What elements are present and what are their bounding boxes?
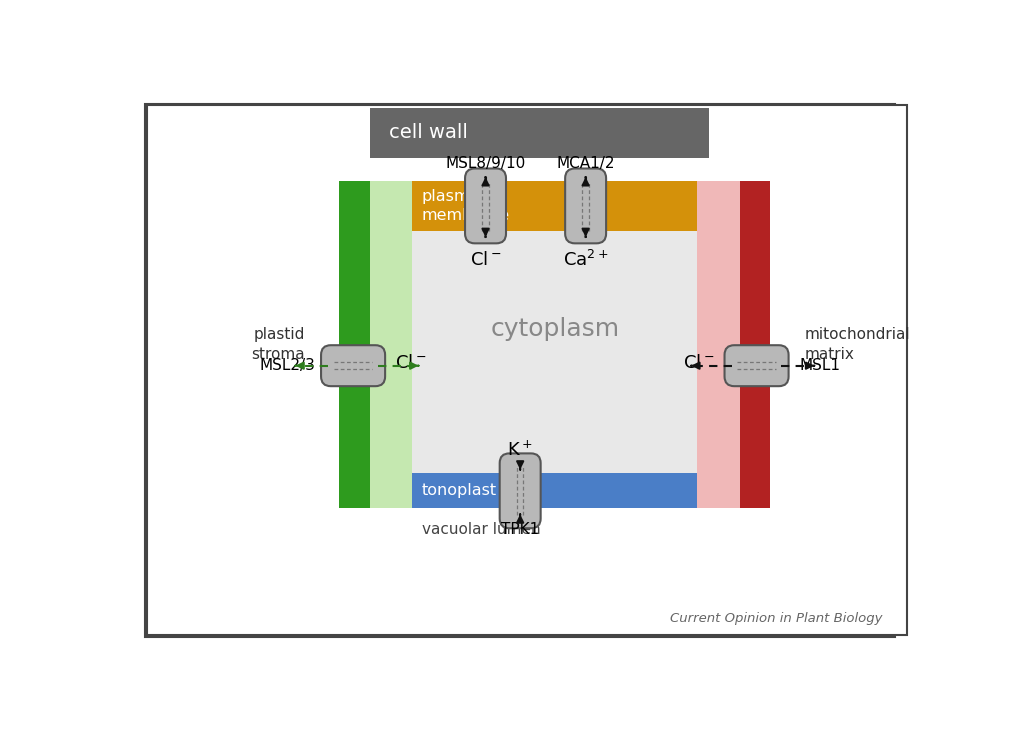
Bar <box>339 181 370 508</box>
FancyBboxPatch shape <box>465 168 506 243</box>
Text: vacuolar lumen: vacuolar lumen <box>421 522 541 537</box>
Bar <box>370 181 412 508</box>
Text: tonoplast: tonoplast <box>421 483 496 499</box>
Bar <box>740 181 770 508</box>
Text: mitochondrial
matrix: mitochondrial matrix <box>805 327 911 362</box>
Text: MCA1/2: MCA1/2 <box>556 156 615 172</box>
Text: K$^+$: K$^+$ <box>508 441 533 460</box>
FancyBboxPatch shape <box>565 168 606 243</box>
Bar <box>339 181 770 508</box>
Text: plasma
membrane: plasma membrane <box>421 189 510 223</box>
Text: MSL1: MSL1 <box>799 358 840 374</box>
Text: cell wall: cell wall <box>389 124 469 143</box>
Text: TPK1: TPK1 <box>501 522 540 537</box>
Text: Cl$^-$: Cl$^-$ <box>396 354 426 371</box>
Text: cytoplasm: cytoplasm <box>490 317 619 341</box>
Text: Current Opinion in Plant Biology: Current Opinion in Plant Biology <box>670 612 882 625</box>
Bar <box>370 107 709 158</box>
Text: Cl$^-$: Cl$^-$ <box>683 354 714 371</box>
Text: MSL8/9/10: MSL8/9/10 <box>445 156 525 172</box>
FancyBboxPatch shape <box>321 345 385 386</box>
Text: Cl$^-$: Cl$^-$ <box>470 251 502 269</box>
Bar <box>412 474 697 508</box>
Bar <box>412 181 697 231</box>
Text: plastid
stroma: plastid stroma <box>251 327 305 362</box>
Bar <box>697 181 740 508</box>
Text: MSL2/3: MSL2/3 <box>260 358 315 374</box>
Text: Ca$^{2+}$: Ca$^{2+}$ <box>562 250 609 270</box>
FancyBboxPatch shape <box>500 453 541 529</box>
FancyBboxPatch shape <box>724 345 789 386</box>
